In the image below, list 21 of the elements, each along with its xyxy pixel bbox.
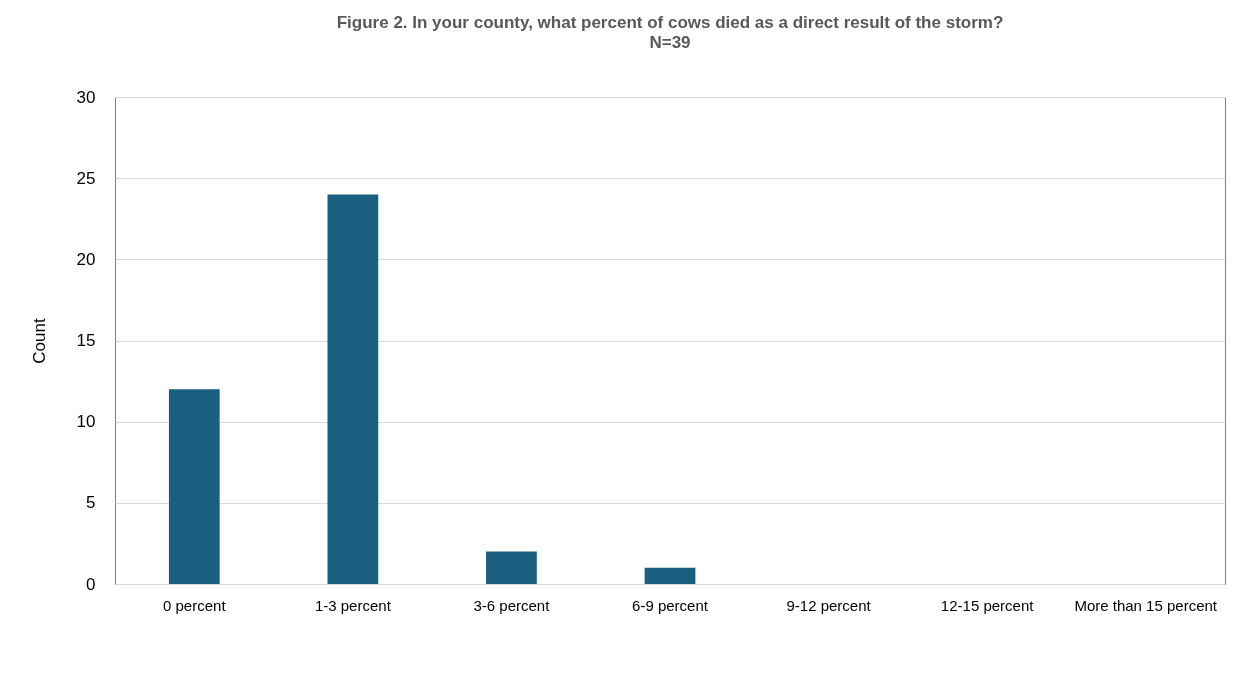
x-tick-label: 12-15 percent xyxy=(940,596,1035,614)
y-tick-label: 0 xyxy=(86,574,96,594)
x-tick-label: 6-9 percent xyxy=(632,596,709,614)
x-tick-label: 9-12 percent xyxy=(786,596,872,614)
chart-title: Figure 2. In your county, what percent of cows died as a direct result of the storm? xyxy=(336,13,1004,32)
bar xyxy=(644,567,696,584)
y-tick-label: 15 xyxy=(76,331,96,350)
y-tick-label: 5 xyxy=(86,493,96,513)
y-tick-label: 25 xyxy=(76,168,96,188)
bar xyxy=(327,194,379,584)
bar xyxy=(486,551,537,584)
chart-subtitle: N=39 xyxy=(649,33,691,52)
x-tick-label: 1-3 percent xyxy=(314,596,392,614)
y-tick-label: 10 xyxy=(76,412,96,432)
y-tick-label: 30 xyxy=(76,87,96,107)
y-axis-title: Count xyxy=(29,318,49,364)
x-tick-label: 0 percent xyxy=(163,596,227,614)
y-tick-label: 20 xyxy=(76,249,96,269)
x-tick-label: 3-6 percent xyxy=(473,596,551,614)
bar xyxy=(168,389,220,584)
x-tick-label: More than 15 percent xyxy=(1074,596,1218,614)
